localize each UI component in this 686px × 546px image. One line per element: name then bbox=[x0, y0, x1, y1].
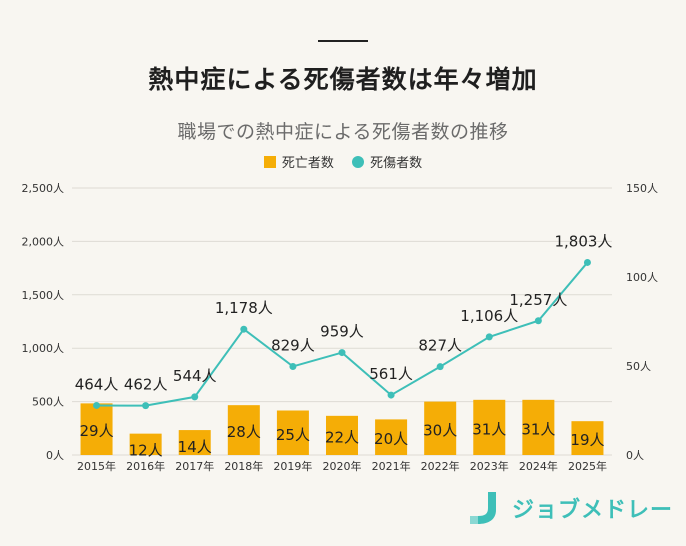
bar bbox=[80, 403, 113, 455]
bar-value-label: 22人 bbox=[325, 428, 359, 446]
legend-item-deaths: 死亡者数 bbox=[263, 152, 334, 171]
left-tick-label: 1,000人 bbox=[22, 342, 65, 355]
x-tick-label: 2016年 bbox=[126, 459, 165, 473]
bar bbox=[178, 430, 211, 455]
bar-value-label: 12人 bbox=[129, 442, 163, 460]
chart-subtitle: 職場での熱中症による死傷者数の推移 bbox=[177, 121, 509, 143]
bar bbox=[129, 433, 162, 455]
line-point bbox=[93, 401, 101, 409]
line-value-label: 1,257人 bbox=[509, 291, 567, 309]
x-tick-label: 2019年 bbox=[273, 459, 312, 473]
x-tick-label: 2022年 bbox=[421, 459, 460, 473]
legend-label-casualties: 死傷者数 bbox=[370, 156, 423, 171]
right-tick-label: 100人 bbox=[626, 271, 658, 284]
bar bbox=[276, 410, 309, 455]
left-tick-label: 500人 bbox=[32, 396, 64, 409]
bar-value-label: 19人 bbox=[570, 431, 604, 449]
legend-label-deaths: 死亡者数 bbox=[281, 156, 334, 171]
line-value-label: 1,178人 bbox=[215, 299, 273, 317]
bar bbox=[473, 399, 506, 455]
left-tick-label: 2,500人 bbox=[22, 182, 65, 195]
title-decoration-line bbox=[318, 40, 368, 42]
line-value-label: 464人 bbox=[75, 375, 119, 393]
line-point bbox=[387, 391, 395, 399]
logo-text: ジョブメドレー bbox=[512, 498, 674, 523]
line-point bbox=[485, 333, 493, 341]
x-tick-label: 2018年 bbox=[224, 459, 263, 473]
left-tick-label: 0人 bbox=[46, 449, 64, 462]
bar-value-label: 31人 bbox=[521, 420, 555, 438]
x-tick-label: 2023年 bbox=[470, 459, 509, 473]
line-value-label: 827人 bbox=[418, 337, 462, 355]
bar bbox=[424, 401, 457, 455]
bar bbox=[326, 415, 358, 455]
logo-mark-icon bbox=[470, 492, 496, 524]
right-tick-label: 50人 bbox=[626, 360, 651, 373]
right-tick-label: 150人 bbox=[626, 182, 658, 195]
chart-legend: 死亡者数 死傷者数 bbox=[0, 152, 686, 172]
line-value-label: 561人 bbox=[369, 365, 413, 383]
left-tick-label: 2,000人 bbox=[22, 235, 65, 248]
bar bbox=[375, 419, 408, 455]
bar bbox=[571, 421, 604, 455]
line-point bbox=[534, 317, 542, 325]
bar bbox=[227, 405, 260, 455]
line-value-label: 544人 bbox=[173, 367, 217, 385]
bar-value-label: 29人 bbox=[79, 422, 113, 440]
left-tick-label: 1,500人 bbox=[22, 289, 65, 302]
line-point bbox=[338, 349, 346, 357]
line-point bbox=[289, 362, 297, 370]
bar bbox=[522, 399, 555, 455]
line-point bbox=[240, 325, 248, 333]
line-point bbox=[436, 363, 444, 371]
line-point bbox=[191, 393, 199, 401]
x-tick-label: 2025年 bbox=[568, 459, 607, 473]
x-tick-label: 2015年 bbox=[77, 459, 116, 473]
bar-value-label: 31人 bbox=[472, 420, 506, 438]
x-tick-label: 2017年 bbox=[175, 459, 214, 473]
x-tick-label: 2024年 bbox=[519, 459, 558, 473]
line-value-label: 1,803人 bbox=[554, 232, 612, 250]
line-value-label: 462人 bbox=[124, 376, 168, 394]
bar-value-label: 30人 bbox=[423, 421, 457, 439]
line-value-label: 959人 bbox=[320, 323, 364, 341]
bar-value-label: 25人 bbox=[276, 426, 310, 444]
bar-value-label: 14人 bbox=[178, 438, 212, 456]
main-title: 熱中症による死傷者数は年々増加 bbox=[148, 65, 538, 94]
legend-swatch-dot bbox=[352, 155, 365, 168]
bar-value-label: 28人 bbox=[227, 423, 261, 441]
brand-logo: ジョブメドレー bbox=[466, 490, 673, 526]
line-point bbox=[142, 402, 150, 410]
right-tick-label: 0人 bbox=[626, 449, 644, 462]
legend-item-casualties: 死傷者数 bbox=[352, 152, 422, 171]
line-value-label: 1,106人 bbox=[460, 307, 518, 325]
x-tick-label: 2021年 bbox=[372, 459, 411, 473]
legend-swatch-bar bbox=[263, 155, 276, 168]
line-point bbox=[583, 258, 591, 266]
x-tick-label: 2020年 bbox=[323, 459, 362, 473]
line-value-label: 829人 bbox=[271, 336, 315, 354]
bar-value-label: 20人 bbox=[374, 430, 408, 448]
